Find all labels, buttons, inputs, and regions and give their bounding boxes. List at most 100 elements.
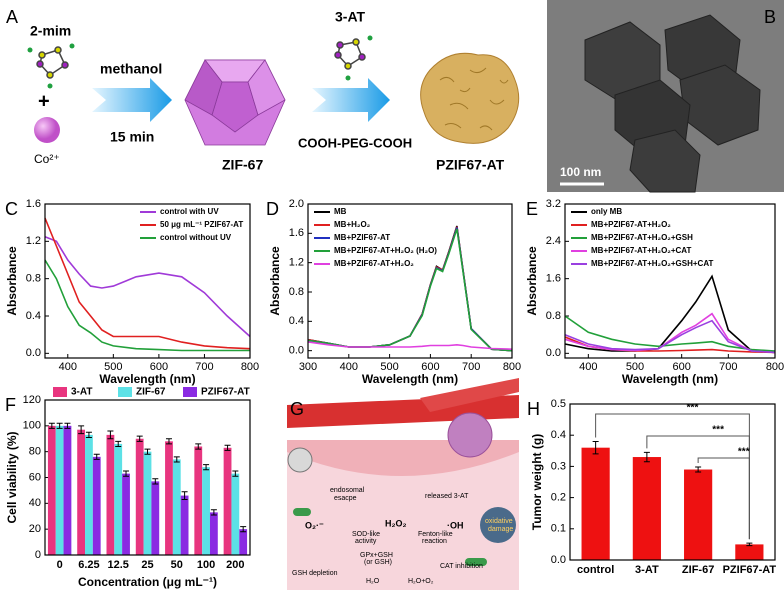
error-bar — [78, 425, 85, 435]
pzif67-at-particle — [420, 52, 520, 144]
y-tick-label: 1.6 — [546, 273, 561, 285]
y-tick-label: 20 — [29, 523, 41, 535]
plot-frame — [44, 203, 251, 359]
bar — [106, 434, 115, 555]
product-label: ZIF-67 — [222, 157, 263, 173]
arrow — [312, 78, 390, 122]
error-bar — [64, 422, 71, 429]
error-bar — [93, 453, 100, 460]
legend-label: control with UV — [160, 207, 219, 216]
x-tick-label: 3-AT — [635, 564, 659, 576]
y-tick-label: 0 — [35, 549, 41, 561]
y-tick-label: 40 — [29, 497, 41, 509]
diagram-label: CAT inhibition — [440, 563, 483, 570]
x-tick-label: 400 — [59, 361, 77, 373]
error-bar — [203, 464, 210, 471]
y-tick-label: 0.8 — [26, 273, 41, 285]
bar — [77, 429, 86, 555]
plus: + — [38, 90, 50, 112]
bar — [92, 456, 101, 555]
x-tick-label: 50 — [171, 559, 183, 571]
bar — [47, 425, 56, 555]
bar — [194, 446, 203, 555]
y-tick-label: 3.2 — [546, 198, 561, 210]
legend-swatch — [53, 387, 67, 397]
legend-label: 50 μg mL⁻¹ PZIF67-AT — [160, 220, 243, 229]
diagram-label: (or GSH) — [364, 559, 392, 566]
legend-label: MB+PZIF67-AT+H₂O₂ — [334, 259, 414, 268]
y-tick-label: 1.6 — [26, 198, 41, 210]
data-line — [307, 341, 513, 350]
bar — [165, 441, 173, 555]
data-line — [307, 225, 513, 352]
y-tick-label: 0.8 — [546, 310, 561, 322]
mouse — [287, 447, 313, 473]
cobalt-ion — [34, 117, 60, 143]
x-tick-label: 600 — [672, 361, 690, 373]
legend-swatch — [118, 387, 132, 397]
error-bar — [115, 440, 122, 447]
diagram-label: oxidative — [485, 518, 513, 525]
y-axis-label: Tumor weight (g) — [530, 434, 544, 530]
legend-label: MB+PZIF67-AT+H₂O₂+GSH+CAT — [591, 259, 714, 268]
y-tick-label: 0.4 — [289, 315, 304, 327]
bar — [180, 495, 189, 555]
diagram-label: O₂·⁻ — [305, 520, 324, 530]
x-tick-label: 100 — [197, 559, 215, 571]
error-bar — [240, 526, 247, 533]
panel-label: A — [6, 7, 18, 27]
bar — [114, 443, 123, 555]
x-tick-label: 12.5 — [108, 559, 129, 571]
y-tick-label: 0.8 — [289, 286, 304, 298]
error-bar — [643, 451, 650, 463]
reagent-label: 3-AT — [335, 9, 366, 25]
diagram-label: H₂O — [366, 578, 380, 585]
x-tick-label: 400 — [579, 361, 597, 373]
y-tick-label: 0.0 — [289, 345, 304, 357]
significance-label: *** — [738, 447, 750, 458]
nanoparticle-cluster — [447, 412, 493, 458]
error-bar — [224, 444, 231, 451]
bar — [581, 447, 610, 560]
x-tick-label: 500 — [626, 361, 644, 373]
scheme: A 2-mim + Co²⁺ methanol 15 min ZIF-67 3-… — [6, 7, 520, 173]
x-tick-label: control — [577, 564, 614, 576]
y-tick-label: 0.0 — [551, 554, 566, 566]
error-bar — [123, 470, 130, 477]
bar — [735, 544, 764, 560]
legend-label: control without UV — [160, 233, 232, 242]
x-axis-label: Wavelength (nm) — [99, 372, 195, 386]
legend-label: MB+PZIF67-AT+H₂O₂ (H₂O) — [334, 246, 437, 255]
x-tick-label: 700 — [719, 361, 737, 373]
legend-label: MB+PZIF67-AT — [334, 233, 390, 242]
error-bar — [195, 443, 202, 450]
reactant-label: Co²⁺ — [34, 152, 60, 166]
step-label: 15 min — [110, 129, 154, 145]
x-tick-label: 300 — [299, 361, 317, 373]
legend-label: MB+PZIF67-AT+H₂O₂ — [591, 220, 671, 229]
y-tick-label: 0.0 — [546, 347, 561, 359]
bar — [151, 481, 160, 555]
panel-label: H — [527, 399, 540, 419]
product-label: PZIF67-AT — [436, 157, 505, 173]
diagram-label: H₂O₂ — [385, 518, 407, 528]
x-tick-label: 0 — [57, 559, 63, 571]
legend-label: MB+H₂O₂ — [334, 220, 371, 229]
legend-label: MB — [334, 207, 347, 216]
error-bar — [695, 466, 702, 473]
bar — [135, 438, 144, 555]
legend-label: 3-AT — [71, 387, 92, 398]
bar — [632, 457, 661, 560]
x-tick-label: 600 — [421, 361, 439, 373]
panel-label: C — [5, 199, 18, 219]
y-tick-label: 120 — [23, 394, 41, 406]
diagram-label: GSH depletion — [292, 570, 338, 577]
error-bar — [592, 440, 599, 455]
y-tick-label: 1.6 — [289, 227, 304, 239]
diagram-label: damage — [488, 526, 513, 533]
error-bar — [136, 435, 143, 442]
error-bar — [210, 509, 217, 516]
error-bar — [165, 438, 172, 445]
x-axis-label: Concentration (μg mL⁻¹) — [78, 575, 217, 589]
